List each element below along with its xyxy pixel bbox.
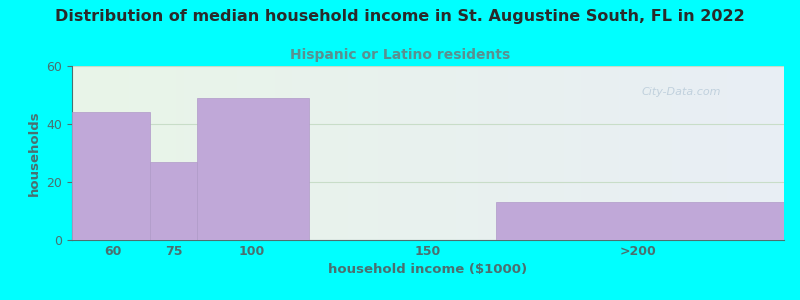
Bar (150, 162, 198, 240)
Text: Distribution of median household income in St. Augustine South, FL in 2022: Distribution of median household income … (55, 9, 745, 24)
Text: Hispanic or Latino residents: Hispanic or Latino residents (290, 48, 510, 62)
Y-axis label: households: households (28, 110, 41, 196)
X-axis label: household income ($1000): household income ($1000) (329, 263, 527, 276)
Bar (72, 112, 150, 240)
Bar (198, 98, 310, 240)
Bar (496, 202, 784, 240)
Text: City-Data.com: City-Data.com (642, 87, 721, 97)
